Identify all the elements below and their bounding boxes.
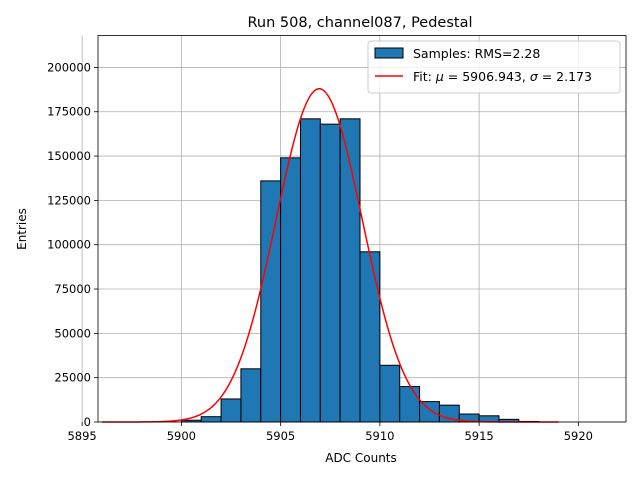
y-tick-label: 150000 bbox=[47, 149, 91, 163]
chart-title: Run 508, channel087, Pedestal bbox=[247, 15, 472, 31]
histogram-bar bbox=[299, 118, 321, 423]
x-axis-label: ADC Counts bbox=[325, 451, 397, 465]
histogram-bar bbox=[200, 416, 222, 423]
y-tick-label: 75000 bbox=[54, 282, 91, 296]
histogram-bar bbox=[240, 368, 262, 423]
y-axis-ticks: 0 25000 50000 75000 100000 125000 150000 175000… bbox=[47, 60, 98, 429]
x-tick-label: 5915 bbox=[464, 429, 493, 443]
y-tick-label: 100000 bbox=[47, 238, 91, 252]
x-tick-label: 5900 bbox=[167, 429, 196, 443]
legend: Samples: RMS=2.28 Fit: μ = 5906.943, σ =… bbox=[367, 40, 621, 94]
y-tick-label: 175000 bbox=[47, 105, 91, 119]
histogram-bar bbox=[419, 401, 440, 423]
legend-fit-mu-symbol: μ bbox=[435, 69, 444, 84]
histogram-bar bbox=[359, 251, 381, 423]
histogram-bars bbox=[180, 118, 540, 423]
legend-fit-sigma-symbol: σ bbox=[530, 69, 539, 84]
x-tick-label: 5905 bbox=[266, 429, 295, 443]
x-tick-label: 5910 bbox=[365, 429, 394, 443]
histogram-bar bbox=[260, 180, 282, 423]
y-tick-label: 50000 bbox=[54, 326, 91, 340]
plot-frame bbox=[97, 35, 627, 423]
legend-fit-mu-value: = 5906.943, bbox=[444, 69, 530, 84]
x-tick-label: 5895 bbox=[67, 429, 96, 443]
y-tick-label: 0 bbox=[84, 415, 91, 429]
legend-fit-prefix: Fit: bbox=[413, 69, 436, 84]
histogram-bar bbox=[399, 386, 421, 423]
y-axis-label: Entries bbox=[15, 208, 29, 250]
histogram-bar bbox=[379, 364, 401, 423]
legend-samples-swatch bbox=[374, 47, 404, 59]
x-axis-ticks: 5895 5900 5905 5910 5915 5920 bbox=[67, 422, 593, 443]
y-tick-label: 200000 bbox=[47, 60, 91, 74]
legend-samples-label: Samples: RMS=2.28 bbox=[413, 46, 540, 61]
histogram-bar bbox=[220, 398, 242, 423]
x-tick-label: 5920 bbox=[564, 429, 593, 443]
y-tick-label: 25000 bbox=[54, 371, 91, 385]
histogram-bar bbox=[319, 123, 341, 423]
legend-fit-label: Fit: μ = 5906.943, σ = 2.173 bbox=[413, 69, 592, 84]
histogram-bar bbox=[280, 157, 301, 423]
legend-box bbox=[367, 40, 621, 94]
legend-fit-sigma-value: = 2.173 bbox=[538, 69, 592, 84]
y-tick-label: 125000 bbox=[47, 193, 91, 207]
